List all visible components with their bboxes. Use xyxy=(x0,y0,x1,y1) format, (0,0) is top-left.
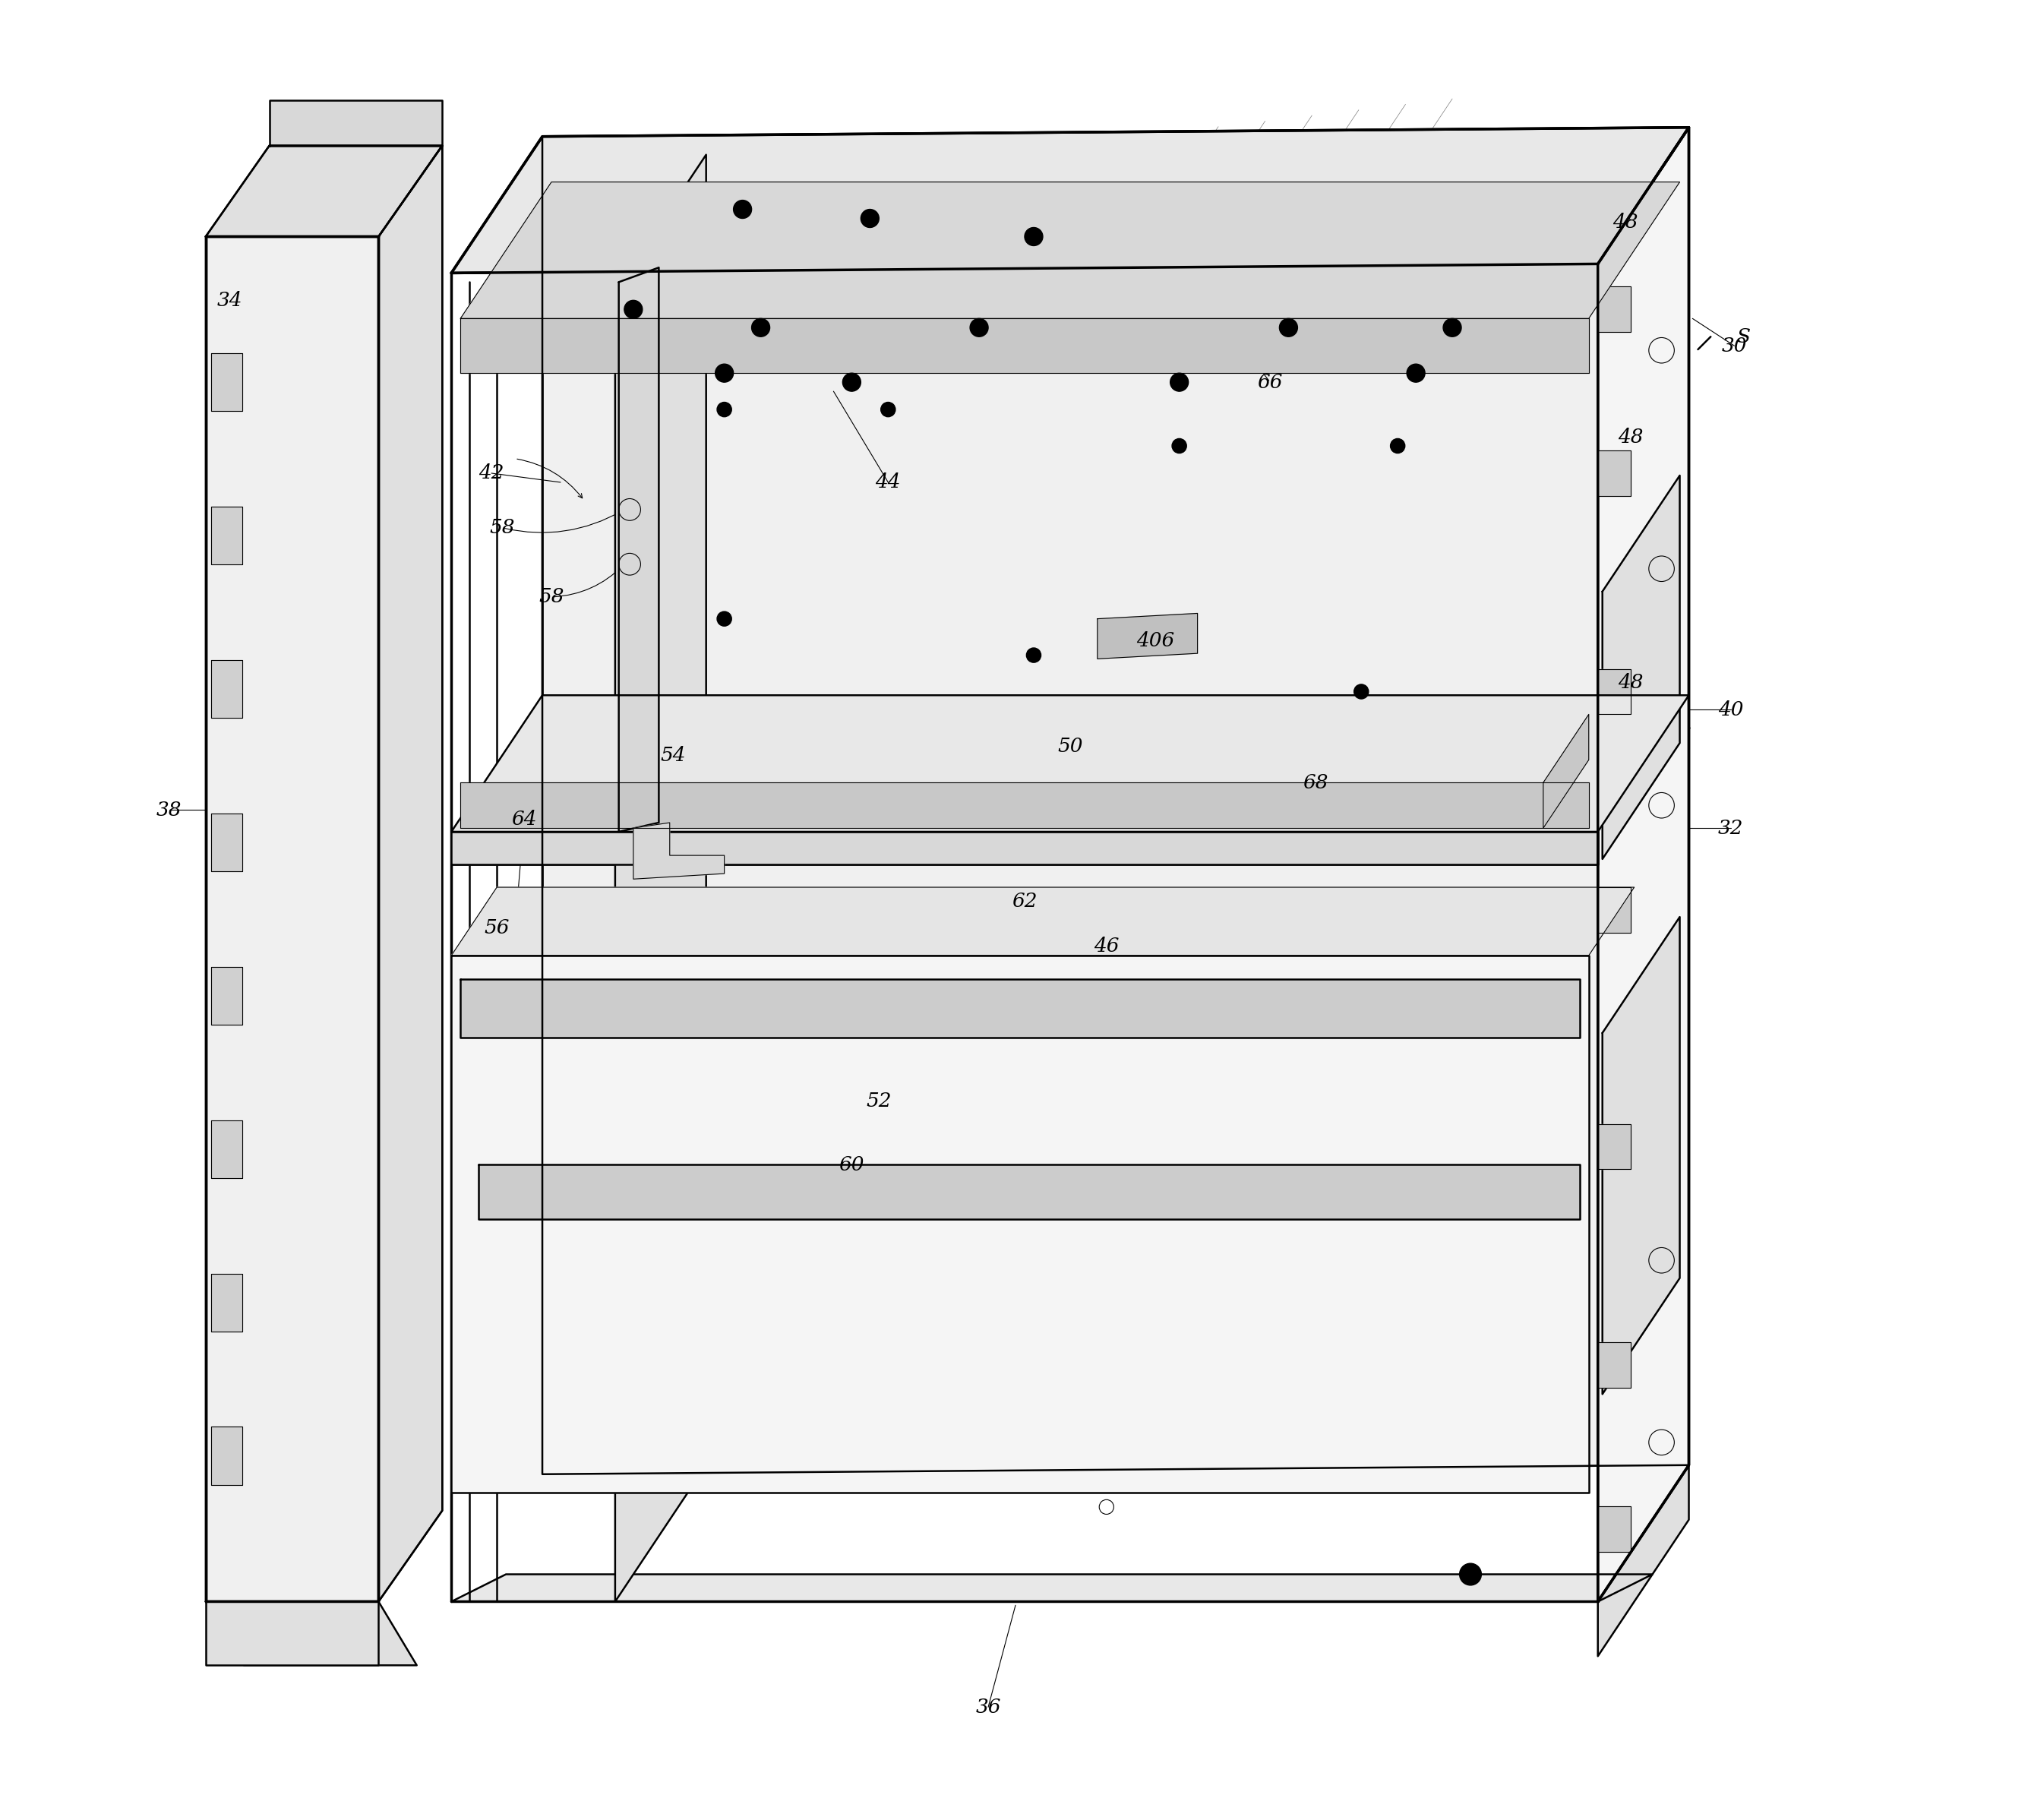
Text: 60: 60 xyxy=(839,1156,865,1174)
Circle shape xyxy=(971,318,989,337)
Polygon shape xyxy=(461,182,1680,318)
Text: 50: 50 xyxy=(1058,737,1083,755)
Polygon shape xyxy=(1598,1505,1631,1551)
Text: 36: 36 xyxy=(975,1698,1001,1716)
Text: 42: 42 xyxy=(479,464,504,482)
Polygon shape xyxy=(205,237,378,1602)
Polygon shape xyxy=(211,353,242,411)
Polygon shape xyxy=(461,979,1580,1037)
Polygon shape xyxy=(1097,613,1198,659)
Polygon shape xyxy=(451,127,1690,273)
Polygon shape xyxy=(211,1119,242,1178)
Text: 58: 58 xyxy=(538,588,565,606)
Text: 62: 62 xyxy=(1011,892,1038,910)
Text: S: S xyxy=(1737,328,1751,346)
Text: 32: 32 xyxy=(1718,819,1743,837)
Text: 56: 56 xyxy=(483,919,510,937)
Polygon shape xyxy=(211,966,242,1025)
Circle shape xyxy=(1170,373,1188,391)
Circle shape xyxy=(1355,684,1369,699)
Polygon shape xyxy=(211,814,242,872)
Text: 52: 52 xyxy=(867,1092,892,1110)
Circle shape xyxy=(715,364,733,382)
Polygon shape xyxy=(451,1574,1653,1602)
Polygon shape xyxy=(205,1602,378,1665)
Polygon shape xyxy=(205,1602,416,1665)
Text: 34: 34 xyxy=(217,291,242,309)
Text: 48: 48 xyxy=(1613,213,1637,231)
Text: 406: 406 xyxy=(1137,632,1174,650)
Circle shape xyxy=(624,300,642,318)
Polygon shape xyxy=(615,155,707,1602)
Circle shape xyxy=(881,402,896,417)
Polygon shape xyxy=(1598,286,1631,331)
Circle shape xyxy=(861,209,879,228)
Polygon shape xyxy=(1598,1465,1690,1656)
Polygon shape xyxy=(205,146,443,237)
Text: 48: 48 xyxy=(1619,428,1643,446)
Polygon shape xyxy=(211,661,242,719)
Polygon shape xyxy=(378,146,443,1602)
Polygon shape xyxy=(1602,917,1680,1394)
Circle shape xyxy=(1460,1563,1481,1585)
Text: 64: 64 xyxy=(512,810,536,828)
Text: 66: 66 xyxy=(1257,373,1284,391)
Polygon shape xyxy=(211,1274,242,1332)
Text: 30: 30 xyxy=(1722,337,1747,355)
Polygon shape xyxy=(1598,127,1690,1602)
Polygon shape xyxy=(451,956,1588,1492)
Text: 46: 46 xyxy=(1095,937,1119,956)
Polygon shape xyxy=(479,1165,1580,1219)
Polygon shape xyxy=(1598,1343,1631,1387)
Polygon shape xyxy=(542,127,1690,1474)
Polygon shape xyxy=(451,832,1598,864)
Text: 48: 48 xyxy=(1619,673,1643,692)
Text: 40: 40 xyxy=(1718,701,1743,719)
Circle shape xyxy=(751,318,770,337)
Polygon shape xyxy=(211,1427,242,1485)
Circle shape xyxy=(1444,318,1462,337)
Circle shape xyxy=(733,200,751,218)
Polygon shape xyxy=(461,318,1588,373)
Polygon shape xyxy=(1598,670,1631,713)
Polygon shape xyxy=(451,695,1690,832)
Circle shape xyxy=(717,402,731,417)
Text: 68: 68 xyxy=(1304,773,1328,792)
Circle shape xyxy=(1280,318,1298,337)
Circle shape xyxy=(843,373,861,391)
Polygon shape xyxy=(211,506,242,564)
Polygon shape xyxy=(461,783,1588,828)
Polygon shape xyxy=(1602,475,1680,859)
Polygon shape xyxy=(270,100,443,146)
Polygon shape xyxy=(634,823,725,879)
Polygon shape xyxy=(619,268,658,832)
Text: 54: 54 xyxy=(660,746,686,764)
Circle shape xyxy=(717,612,731,626)
Circle shape xyxy=(1391,439,1405,453)
Circle shape xyxy=(1407,364,1426,382)
Polygon shape xyxy=(1598,1123,1631,1170)
Polygon shape xyxy=(1598,888,1631,932)
Polygon shape xyxy=(1544,713,1588,828)
Circle shape xyxy=(1024,228,1042,246)
Circle shape xyxy=(1026,648,1042,662)
Polygon shape xyxy=(1598,451,1631,495)
Text: 44: 44 xyxy=(875,473,902,491)
Text: 38: 38 xyxy=(156,801,183,819)
Circle shape xyxy=(1172,439,1186,453)
Text: 58: 58 xyxy=(489,519,516,537)
Polygon shape xyxy=(451,888,1635,956)
